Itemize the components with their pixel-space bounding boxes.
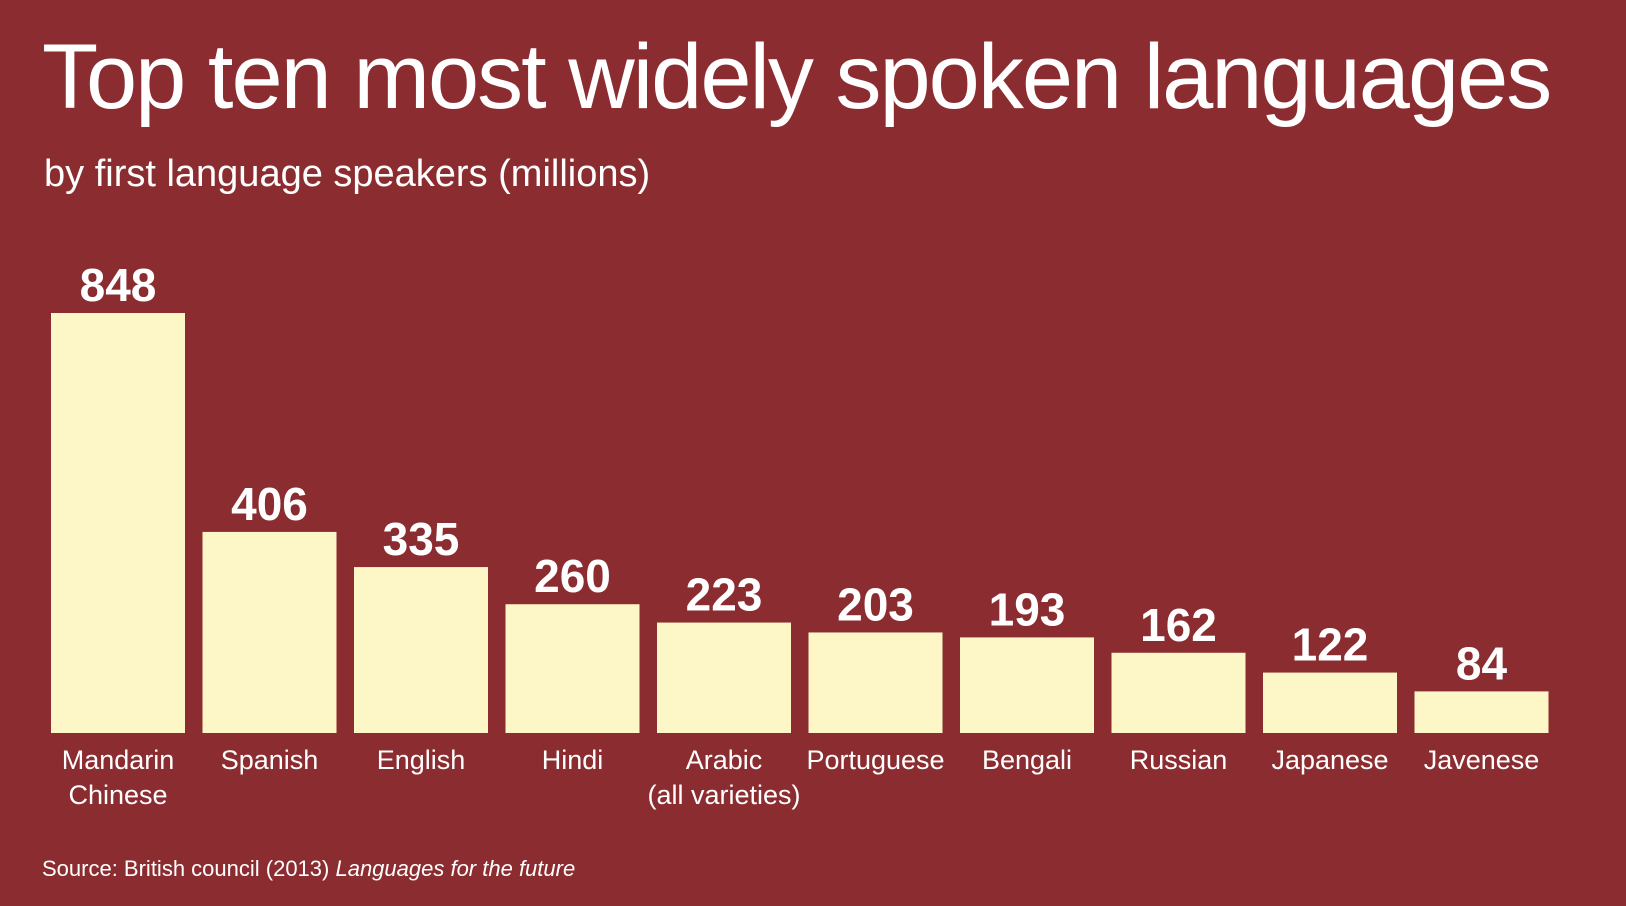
value-label-9: 84 <box>1456 637 1508 689</box>
value-label-8: 122 <box>1292 619 1369 671</box>
bar-8 <box>1263 672 1397 733</box>
bar-5 <box>808 632 943 733</box>
category-label-6: Bengali <box>982 745 1072 775</box>
source-prefix: Source: British council (2013) <box>42 856 336 881</box>
category-label-8: Japanese <box>1271 745 1388 775</box>
value-label-2: 335 <box>383 513 460 565</box>
source-note: Source: British council (2013) Languages… <box>42 855 575 883</box>
chart-subtitle: by first language speakers (millions) <box>44 153 651 195</box>
category-label-7: Russian <box>1130 745 1228 775</box>
category-label-0: Mandarin Chinese <box>62 745 175 810</box>
bar-3 <box>505 604 640 733</box>
bar-2 <box>354 567 488 733</box>
bar-4 <box>657 622 791 733</box>
value-label-7: 162 <box>1140 599 1217 651</box>
bar-0 <box>51 313 185 733</box>
category-label-5: Portuguese <box>806 745 944 775</box>
value-label-0: 848 <box>80 259 157 311</box>
bar-6 <box>960 637 1094 733</box>
category-labels-layer: Mandarin Chinese Spanish English Hindi Arabic… <box>62 745 1540 810</box>
bar-1 <box>202 531 337 733</box>
category-label-2: English <box>377 745 466 775</box>
bar-7 <box>1111 652 1246 733</box>
value-label-3: 260 <box>534 550 611 602</box>
source-publication: Languages for the future <box>335 856 576 881</box>
value-label-6: 193 <box>989 583 1066 635</box>
bar-9 <box>1414 691 1549 733</box>
value-label-1: 406 <box>231 478 308 530</box>
chart-title: Top ten most widely spoken languages <box>42 26 1552 128</box>
value-label-4: 223 <box>686 569 763 621</box>
value-label-5: 203 <box>837 578 914 630</box>
category-label-1: Spanish <box>221 745 319 775</box>
category-label-4: Arabic (all varieties) <box>647 745 800 810</box>
category-label-3: Hindi <box>542 745 604 775</box>
value-labels-layer: 848 406 335 260 223 203 193 162 122 84 <box>80 259 1508 689</box>
bars-layer <box>51 313 1549 733</box>
category-label-9: Javenese <box>1424 745 1540 775</box>
